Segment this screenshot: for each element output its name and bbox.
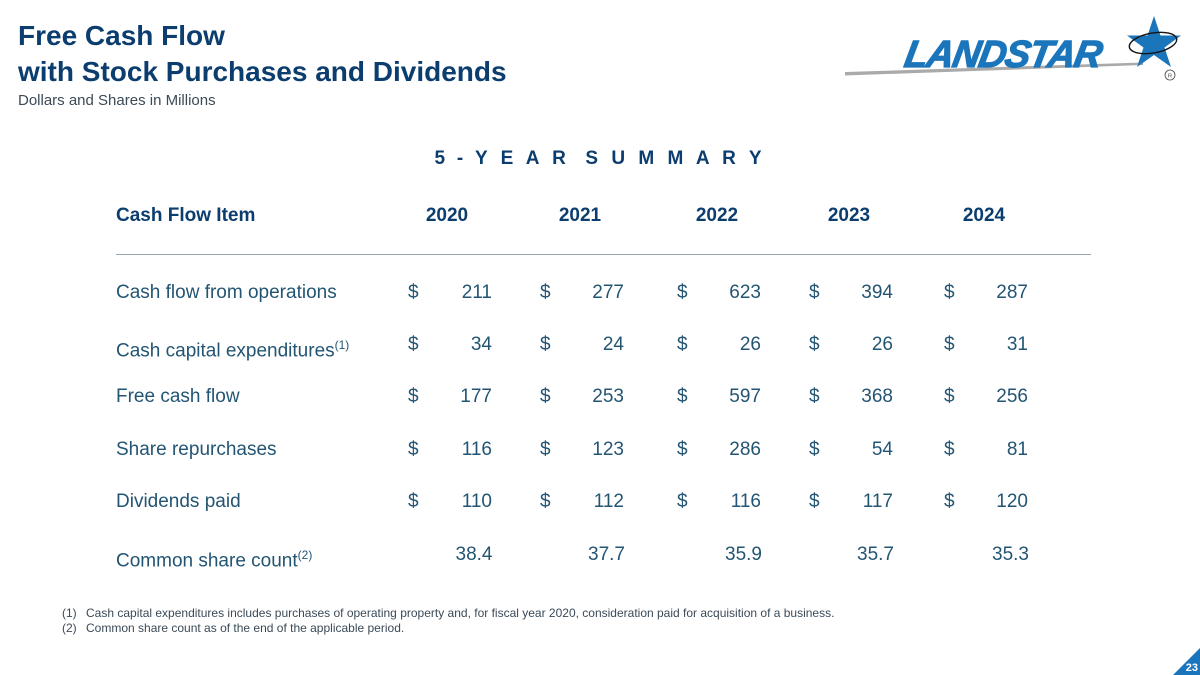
svg-text:R: R (1168, 74, 1172, 80)
svg-text:LANDSTAR: LANDSTAR (901, 33, 1106, 76)
